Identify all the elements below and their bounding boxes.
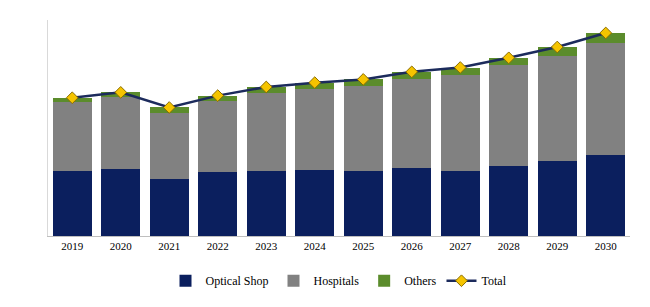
svg-text:2020: 2020 (110, 240, 133, 252)
svg-text:2021: 2021 (158, 240, 180, 252)
svg-text:2019: 2019 (61, 240, 84, 252)
svg-text:2027: 2027 (449, 240, 472, 252)
svg-text:2029: 2029 (546, 240, 569, 252)
svg-text:2026: 2026 (401, 240, 424, 252)
svg-text:Optical Shop: Optical Shop (206, 274, 269, 288)
svg-text:Total: Total (481, 274, 506, 288)
svg-text:2028: 2028 (498, 240, 521, 252)
svg-text:2030: 2030 (595, 240, 618, 252)
svg-text:2024: 2024 (304, 240, 327, 252)
svg-text:2022: 2022 (207, 240, 229, 252)
svg-text:Hospitals: Hospitals (314, 274, 360, 288)
svg-text:Others: Others (404, 274, 436, 288)
svg-text:2023: 2023 (255, 240, 278, 252)
svg-text:2025: 2025 (352, 240, 375, 252)
